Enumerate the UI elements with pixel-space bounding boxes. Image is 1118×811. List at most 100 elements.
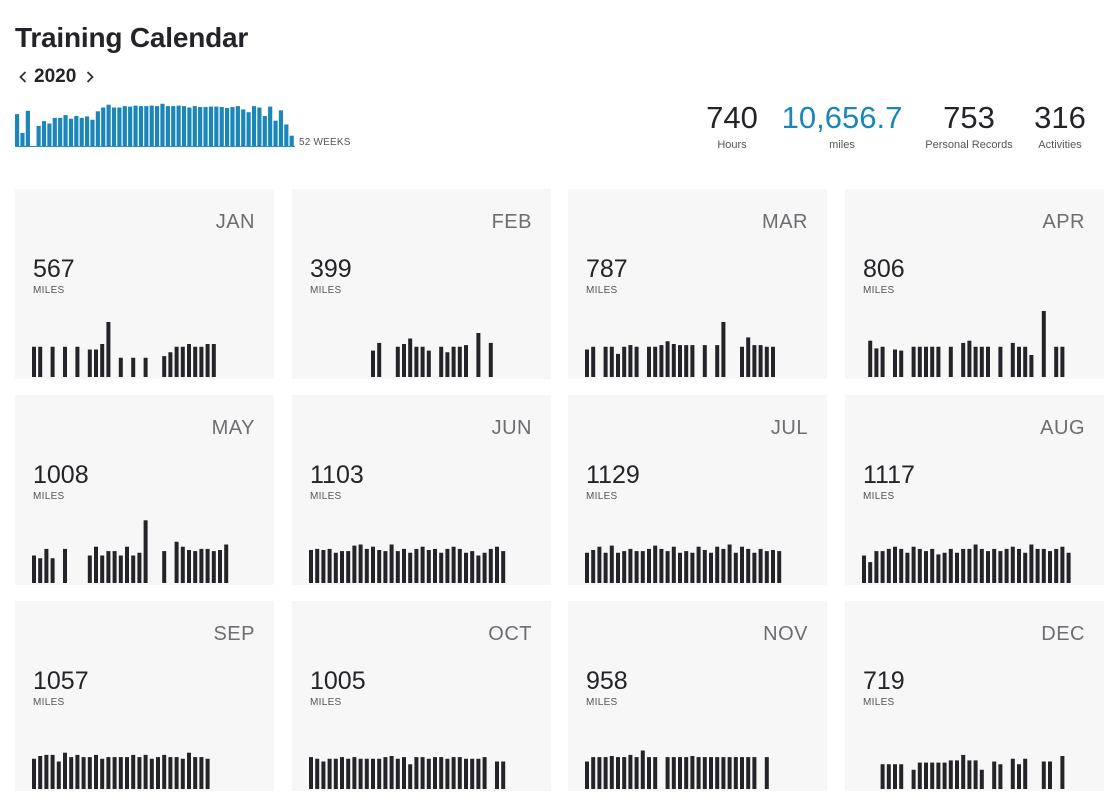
day-bar bbox=[457, 548, 462, 583]
month-card-may[interactable]: MAY 1008 MILES bbox=[15, 395, 274, 585]
weekly-chart-baseline bbox=[15, 146, 295, 147]
day-bar bbox=[100, 555, 105, 583]
week-bar bbox=[198, 107, 203, 147]
week-bar bbox=[235, 106, 240, 147]
month-card-mar[interactable]: MAR 787 MILES bbox=[568, 189, 827, 379]
day-bar bbox=[199, 346, 204, 377]
day-bar bbox=[187, 752, 191, 789]
day-bar bbox=[38, 346, 43, 377]
day-bar bbox=[616, 353, 620, 377]
week-bar bbox=[284, 124, 289, 147]
day-bar bbox=[917, 548, 922, 583]
month-activity-chart bbox=[32, 752, 210, 789]
month-card-jan[interactable]: JAN 567 MILES bbox=[15, 189, 274, 379]
day-bar bbox=[143, 520, 148, 583]
day-bar bbox=[476, 758, 481, 789]
day-bar bbox=[408, 764, 413, 789]
day-bar bbox=[205, 548, 210, 583]
month-card-dec[interactable]: DEC 719 MILES bbox=[845, 601, 1104, 791]
day-bar bbox=[433, 548, 437, 583]
month-activity-chart bbox=[32, 322, 216, 377]
day-bar bbox=[143, 357, 148, 377]
month-unit: MILES bbox=[863, 697, 895, 708]
month-name: APR bbox=[1042, 211, 1085, 233]
year-stats: 740 Hours 10,656.7 miles 753 Personal Re… bbox=[0, 100, 1118, 160]
chevron-right-icon[interactable] bbox=[81, 66, 99, 88]
day-bar bbox=[721, 322, 726, 377]
stat-label: Hours bbox=[717, 139, 747, 151]
day-bar bbox=[955, 760, 959, 789]
day-bar bbox=[44, 548, 49, 583]
day-bar bbox=[992, 548, 997, 583]
day-bar bbox=[1060, 546, 1065, 583]
day-bar bbox=[464, 758, 468, 789]
month-card-sep[interactable]: SEP 1057 MILES bbox=[15, 601, 274, 791]
day-bar bbox=[476, 333, 481, 377]
day-bar bbox=[721, 757, 726, 789]
day-bar bbox=[131, 754, 136, 789]
day-bar bbox=[63, 548, 67, 583]
day-bar bbox=[156, 757, 160, 789]
week-bar bbox=[273, 120, 278, 147]
day-bar bbox=[1054, 346, 1059, 377]
month-card-feb[interactable]: FEB 399 MILES bbox=[292, 189, 551, 379]
day-bar bbox=[911, 346, 916, 377]
day-bar bbox=[464, 552, 468, 583]
day-bar bbox=[1041, 311, 1046, 377]
day-bar bbox=[482, 757, 487, 789]
day-bar bbox=[50, 558, 55, 583]
day-bar bbox=[69, 757, 74, 789]
week-bar bbox=[117, 107, 122, 147]
day-bar bbox=[930, 762, 935, 789]
month-card-jun[interactable]: JUN 1103 MILES bbox=[292, 395, 551, 585]
page-title: Training Calendar bbox=[15, 22, 249, 53]
month-name: JAN bbox=[215, 211, 255, 233]
day-bar bbox=[653, 545, 658, 583]
month-activity-chart bbox=[868, 311, 1065, 377]
day-bar bbox=[464, 345, 468, 377]
day-bar bbox=[634, 551, 639, 583]
month-name: NOV bbox=[763, 623, 808, 645]
day-bar bbox=[684, 757, 689, 789]
day-bar bbox=[671, 546, 676, 583]
day-bar bbox=[439, 757, 444, 789]
day-bar bbox=[1060, 756, 1065, 789]
week-bar bbox=[187, 107, 192, 147]
day-bar bbox=[358, 544, 363, 583]
stat-activities: 316 Activities bbox=[1028, 100, 1092, 151]
day-bar bbox=[678, 757, 682, 789]
day-bar bbox=[106, 551, 111, 583]
month-name: OCT bbox=[488, 623, 532, 645]
day-bar bbox=[162, 754, 167, 789]
day-bar bbox=[955, 552, 959, 583]
week-bar bbox=[52, 117, 57, 147]
chevron-left-icon[interactable] bbox=[14, 66, 32, 88]
day-bar bbox=[94, 754, 98, 789]
stat-personal-records: 753 Personal Records bbox=[920, 100, 1018, 151]
month-card-apr[interactable]: APR 806 MILES bbox=[845, 189, 1104, 379]
day-bar bbox=[333, 758, 338, 789]
day-bar bbox=[942, 552, 947, 583]
day-bar bbox=[352, 545, 357, 583]
month-card-jul[interactable]: JUL 1129 MILES bbox=[568, 395, 827, 585]
month-unit: MILES bbox=[586, 491, 618, 502]
day-bar bbox=[63, 752, 67, 789]
day-bar bbox=[420, 346, 425, 377]
month-unit: MILES bbox=[33, 285, 65, 296]
month-card-oct[interactable]: OCT 1005 MILES bbox=[292, 601, 551, 791]
day-bar bbox=[50, 346, 55, 377]
day-bar bbox=[998, 764, 1003, 789]
month-unit: MILES bbox=[310, 491, 342, 502]
month-card-aug[interactable]: AUG 1117 MILES bbox=[845, 395, 1104, 585]
week-bar bbox=[192, 106, 197, 147]
month-unit: MILES bbox=[33, 697, 65, 708]
week-bar bbox=[208, 106, 214, 147]
day-bar bbox=[1048, 761, 1052, 789]
day-bar bbox=[709, 757, 713, 789]
day-bar bbox=[1029, 355, 1034, 377]
month-card-nov[interactable]: NOV 958 MILES bbox=[568, 601, 827, 791]
day-bar bbox=[180, 546, 185, 583]
day-bar bbox=[1048, 551, 1052, 583]
day-bar bbox=[597, 757, 602, 789]
day-bar bbox=[408, 552, 413, 583]
